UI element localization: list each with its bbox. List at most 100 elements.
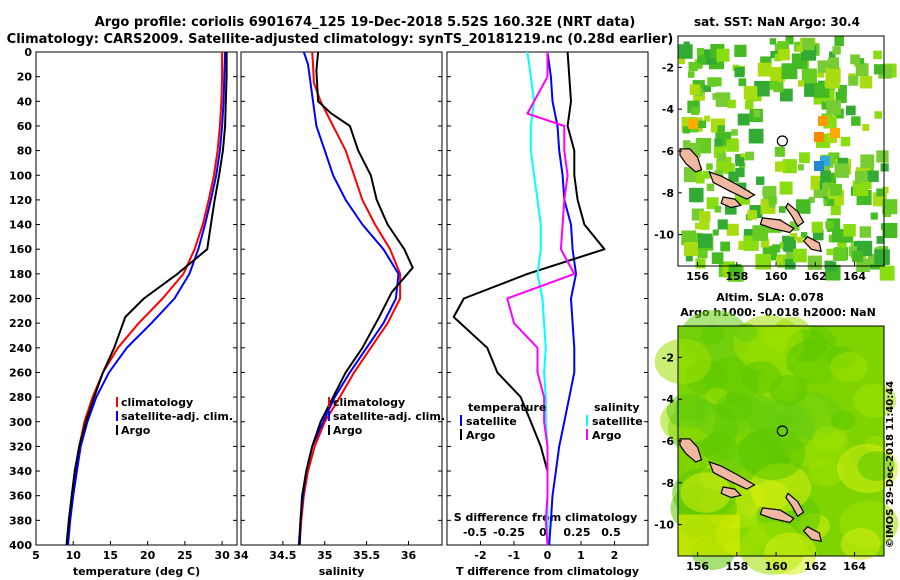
map-y-tick-label: -6: [662, 435, 675, 448]
sst-pixel: [754, 80, 770, 97]
sst-pixel: [840, 136, 851, 147]
series-line-red: [298, 51, 402, 546]
sst-pixel: [706, 197, 719, 210]
island-landmass: [802, 235, 822, 253]
sst-pixel: [738, 78, 747, 87]
sst-pixel: [773, 81, 784, 93]
island-landmass: [679, 148, 703, 173]
sst-pixel: [834, 36, 844, 46]
sst-pixel: [700, 220, 710, 230]
figure-title-line1: Argo profile: coriolis 6901674_125 19-De…: [95, 15, 636, 30]
sst-pixel: [717, 125, 725, 133]
depth-tick-label: 40: [17, 95, 33, 108]
sst-pixel: [801, 232, 808, 239]
map-y-tick-label: -8: [662, 477, 674, 490]
legend-label: climatology: [121, 396, 193, 409]
sst-pixel: [852, 250, 864, 263]
legend-label: Argo: [121, 424, 151, 437]
sla-field-blob: [853, 383, 897, 418]
sst-pixel: [834, 163, 849, 178]
sst-pixel: [786, 251, 794, 260]
depth-tick-label: 260: [9, 366, 32, 379]
series-line-magenta: [506, 52, 576, 546]
sst-pixel: [825, 220, 834, 230]
sst-pixel: [726, 139, 739, 152]
sst-pixel: [717, 219, 728, 230]
sst-pixel: [689, 84, 701, 95]
island-landmass: [720, 486, 742, 499]
x-tick-label: 35.5: [353, 549, 380, 562]
sst-pixel: [770, 51, 778, 59]
x-tick-label: 35: [317, 549, 332, 562]
sst-pixel: [873, 50, 882, 60]
legend-label: Argo: [466, 429, 496, 442]
sst-pixel: [704, 85, 712, 92]
map-x-tick-label: 164: [843, 560, 866, 573]
depth-tick-label: 0: [24, 46, 32, 59]
sst-pixel: [743, 86, 758, 100]
sla-field-blob: [678, 514, 740, 556]
sst-pixel: [697, 247, 708, 259]
sst-pixel: [821, 101, 830, 110]
legend-label: satellite-adj. clim.: [121, 410, 233, 423]
sst-pixel: [790, 232, 798, 241]
map-x-tick-label: 162: [804, 270, 827, 283]
sst-pixel: [779, 242, 787, 249]
sst-pixel: [837, 240, 847, 250]
panel-salinity: 34 34.5 35 35.5 36 salinity climatologysatelli…: [233, 51, 445, 578]
depth-tick-label: 340: [9, 465, 32, 478]
map-x-tick-label: 160: [765, 270, 788, 283]
sst-pixel: [735, 157, 745, 167]
map-y-tick-label: -6: [662, 145, 675, 158]
x-tick-label: 1: [577, 549, 585, 562]
sst-pixel: [753, 109, 761, 118]
sst-pixel: [760, 238, 770, 248]
island-landmass: [720, 196, 742, 209]
x-tick-label: 2: [611, 549, 619, 562]
sst-pixel: [876, 150, 889, 163]
panel-temperature: 0 20 40 60 80 100 120 140 160 180 200 220 240 260 280 3…: [9, 46, 238, 578]
sst-pixel: [867, 170, 879, 183]
sst-pixel: [823, 199, 831, 207]
sst-pixel: [824, 260, 833, 269]
sst-pixel: [826, 248, 833, 256]
sst-pixel: [781, 63, 798, 80]
sst-pixel: [760, 56, 772, 68]
island-landmass: [679, 438, 703, 463]
sst-pixel: [882, 186, 889, 194]
sst-pixel: [826, 100, 841, 115]
depth-tick-label: 120: [9, 194, 32, 207]
sst-pixel: [745, 151, 754, 161]
sst-pixel: [873, 64, 885, 75]
sst-pixel: [717, 152, 727, 162]
map-sla_map: 156 158 160 162 164 -2 -4 -6 -8 -10: [654, 309, 899, 575]
sst-pixel: [714, 205, 722, 213]
sst-pixel: [777, 41, 790, 53]
x-tick-label: 0: [544, 549, 552, 562]
sst-pixel: [787, 237, 795, 244]
sla-map-title-line1: Altim. SLA: 0.078: [716, 291, 823, 304]
sst-pixel: [867, 254, 878, 265]
map-x-tick-label: 156: [686, 560, 709, 573]
sst-pixel: [832, 46, 841, 55]
sst-pixel: [793, 248, 807, 263]
sst-pixel: [689, 187, 704, 203]
sst-pixel: [812, 229, 824, 241]
panel-frame: [240, 51, 443, 546]
sla-field-blob: [786, 339, 842, 384]
sst-pixel: [859, 226, 872, 238]
sst-pixel: [726, 223, 739, 236]
sst-pixel: [740, 153, 748, 161]
sst-pixel: [683, 41, 690, 48]
sst-pixel: [796, 45, 804, 52]
map-y-tick-label: -10: [654, 519, 674, 532]
sst-pixel: [682, 126, 690, 134]
sst-pixel: [876, 188, 885, 197]
sst-pixel: [785, 36, 794, 45]
series-line-blue: [546, 51, 577, 546]
sla-field-blob: [831, 410, 856, 431]
sst-pixel: [833, 247, 847, 262]
sst-pixel: [776, 256, 783, 264]
sst-pixel: [724, 203, 737, 215]
